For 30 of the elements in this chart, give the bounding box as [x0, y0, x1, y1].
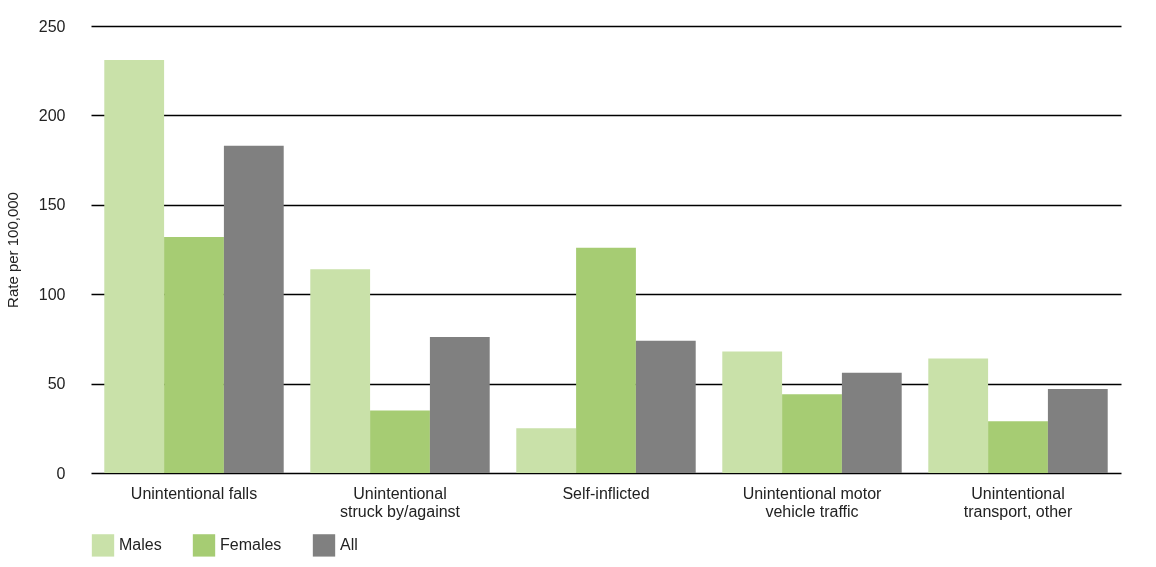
y-tick-label: 0: [56, 464, 66, 482]
y-tick-label: 150: [38, 196, 66, 214]
bar: [928, 358, 989, 473]
bar: [841, 372, 902, 473]
bar: [516, 428, 577, 473]
bar: [988, 421, 1048, 473]
y-axis-title: Rate per 100,000: [3, 192, 21, 308]
bar: [722, 351, 783, 473]
x-tick-label: Unintentional struck by/against: [339, 484, 461, 520]
legend-label: All: [340, 536, 358, 554]
bar: [104, 59, 165, 473]
y-tick-label: 50: [47, 375, 66, 393]
x-tick-label: Self-inflicted: [562, 484, 650, 502]
bar: [310, 269, 371, 473]
bar: [576, 247, 636, 473]
bar: [223, 145, 284, 473]
legend-label: Males: [119, 536, 162, 554]
y-tick-label: 200: [38, 106, 66, 124]
bar: [429, 337, 490, 473]
x-tick-label: Unintentional motor vehicle traffic: [742, 484, 883, 520]
x-tick-label: Unintentional falls: [130, 484, 258, 502]
legend-label: Females: [220, 536, 282, 554]
y-tick-label: 250: [38, 17, 66, 35]
bar: [635, 340, 696, 473]
bar: [370, 410, 430, 473]
bar: [1047, 388, 1108, 473]
bar: [164, 236, 224, 473]
x-tick-label: Unintentional transport, other: [963, 484, 1073, 520]
y-tick-label: 100: [38, 285, 66, 303]
bar: [782, 394, 842, 473]
